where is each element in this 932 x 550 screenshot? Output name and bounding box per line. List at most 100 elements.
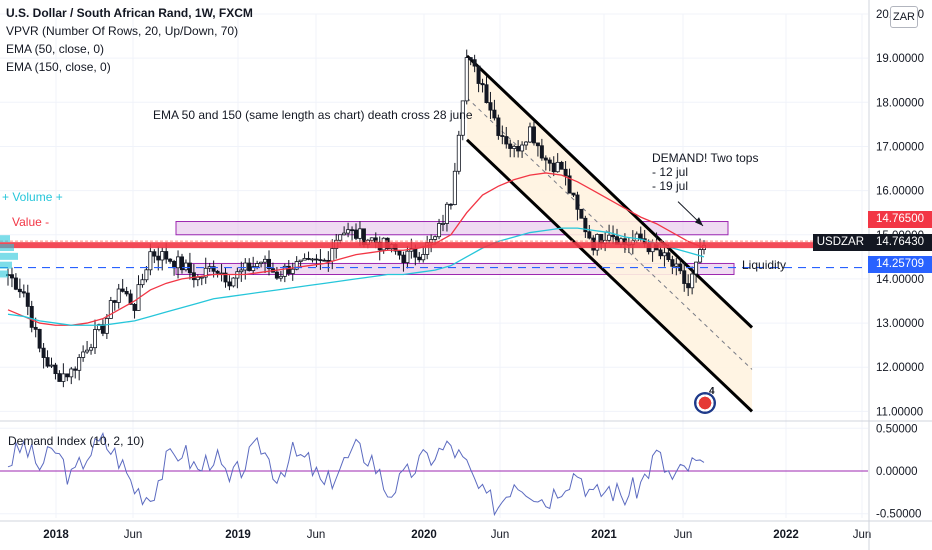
candle-up xyxy=(144,269,149,281)
candle-up xyxy=(290,268,295,274)
demand-index-line xyxy=(7,431,705,517)
x-tick-label: Jun xyxy=(674,529,693,541)
candle-down xyxy=(599,233,604,244)
candle-up xyxy=(369,237,374,241)
demand-index-label[interactable]: Demand Index (10, 2, 10) xyxy=(8,434,145,448)
candle-down xyxy=(53,364,58,375)
candle-down xyxy=(266,258,271,270)
candle-down xyxy=(179,256,184,271)
candle-up xyxy=(183,262,188,271)
candle-down xyxy=(567,175,572,194)
candle-up xyxy=(203,267,208,278)
candle-down xyxy=(535,142,540,147)
currency-button[interactable]: ZAR xyxy=(890,6,918,28)
candle-down xyxy=(551,162,556,173)
candle-down xyxy=(211,266,216,272)
candle-up xyxy=(294,261,299,270)
legend-vpvr[interactable]: VPVR (Number Of Rows, 20, Up/Down, 70) xyxy=(6,24,239,38)
candle-up xyxy=(251,266,256,271)
candle-down xyxy=(480,83,485,86)
candle-down xyxy=(496,117,501,136)
candle-up xyxy=(160,251,165,261)
legend-ema50[interactable]: EMA (50, close, 0) xyxy=(6,42,105,56)
y-tick-label: 14.00000 xyxy=(876,274,924,286)
candle-down xyxy=(65,373,70,378)
candle-down xyxy=(666,252,671,261)
y-tick-label: 17.00000 xyxy=(876,141,924,153)
demand-index-pane xyxy=(0,431,868,517)
candle-down xyxy=(164,251,169,260)
vpvr-bar xyxy=(0,270,8,278)
candle-down xyxy=(583,217,588,233)
event-badge: 4 xyxy=(709,386,715,397)
candle-up xyxy=(464,57,469,102)
vpvr-volume-label[interactable]: + Volume + xyxy=(2,190,63,204)
x-tick-label: Jun xyxy=(124,529,143,541)
candle-down xyxy=(100,324,105,334)
candle-down xyxy=(413,248,418,258)
x-tick-label: Jun xyxy=(307,529,326,541)
candle-up xyxy=(104,318,109,334)
candle-down xyxy=(417,256,422,261)
y-tick-label: 19.00000 xyxy=(876,53,924,65)
candle-up xyxy=(49,364,54,367)
candle-up xyxy=(520,144,525,152)
candle-up xyxy=(346,229,351,234)
candle-down xyxy=(468,57,473,61)
candle-down xyxy=(670,259,675,267)
candle-down xyxy=(611,234,616,238)
candle-up xyxy=(69,368,74,378)
candle-down xyxy=(543,157,548,161)
candle-down xyxy=(286,265,291,274)
price-tag-level-top: 14.76500 xyxy=(868,211,932,228)
y-tick-label: 12.00000 xyxy=(876,362,924,374)
candle-down xyxy=(306,258,311,260)
price-tag-last: 14.76430 xyxy=(868,234,932,251)
candle-up xyxy=(524,141,529,146)
candle-up xyxy=(116,288,121,303)
candle-up xyxy=(108,300,113,319)
candle-up xyxy=(456,134,461,172)
candle-up xyxy=(89,347,94,351)
candle-down xyxy=(539,145,544,159)
candle-up xyxy=(433,236,438,240)
candle-down xyxy=(579,208,584,219)
candle-down xyxy=(33,326,38,330)
candle-down xyxy=(13,277,18,290)
candle-up xyxy=(662,252,667,257)
channel-upper-line xyxy=(465,54,754,329)
candle-down xyxy=(638,233,643,240)
legend: U.S. Dollar / South African Rand, 1W, FX… xyxy=(6,4,253,76)
candle-up xyxy=(195,276,200,281)
candle-up xyxy=(528,126,533,143)
candle-down xyxy=(547,159,552,164)
candle-up xyxy=(231,277,236,287)
price-tag-liquidity: 14.25709 xyxy=(868,256,932,273)
candle-up xyxy=(148,251,153,271)
candle-down xyxy=(575,194,580,210)
candle-down xyxy=(350,229,355,232)
candle-up xyxy=(93,329,98,349)
candle-up xyxy=(259,261,264,264)
us-flag-icon[interactable] xyxy=(694,392,716,414)
x-tick-label: Jun xyxy=(853,529,872,541)
candle-up xyxy=(176,256,181,269)
legend-symbol[interactable]: U.S. Dollar / South African Rand, 1W, FX… xyxy=(6,6,253,20)
value-area-line xyxy=(0,242,868,249)
demand-arrow-head xyxy=(695,217,703,226)
vpvr-value-label[interactable]: Value - xyxy=(12,215,50,229)
candle-down xyxy=(21,291,26,294)
candle-up xyxy=(77,357,82,371)
x-tick-label: 2021 xyxy=(591,529,617,541)
vpvr-bar xyxy=(0,252,18,260)
legend-ema150[interactable]: EMA (150, close, 0) xyxy=(6,60,111,74)
candle-up xyxy=(302,258,307,261)
channel-lower-line xyxy=(465,138,754,413)
y-tick-label: -0.50000 xyxy=(876,509,921,521)
candle-down xyxy=(215,270,220,274)
candle-down xyxy=(516,145,521,152)
candle-down xyxy=(318,259,323,262)
candle-down xyxy=(25,292,30,307)
candle-down xyxy=(227,281,232,287)
